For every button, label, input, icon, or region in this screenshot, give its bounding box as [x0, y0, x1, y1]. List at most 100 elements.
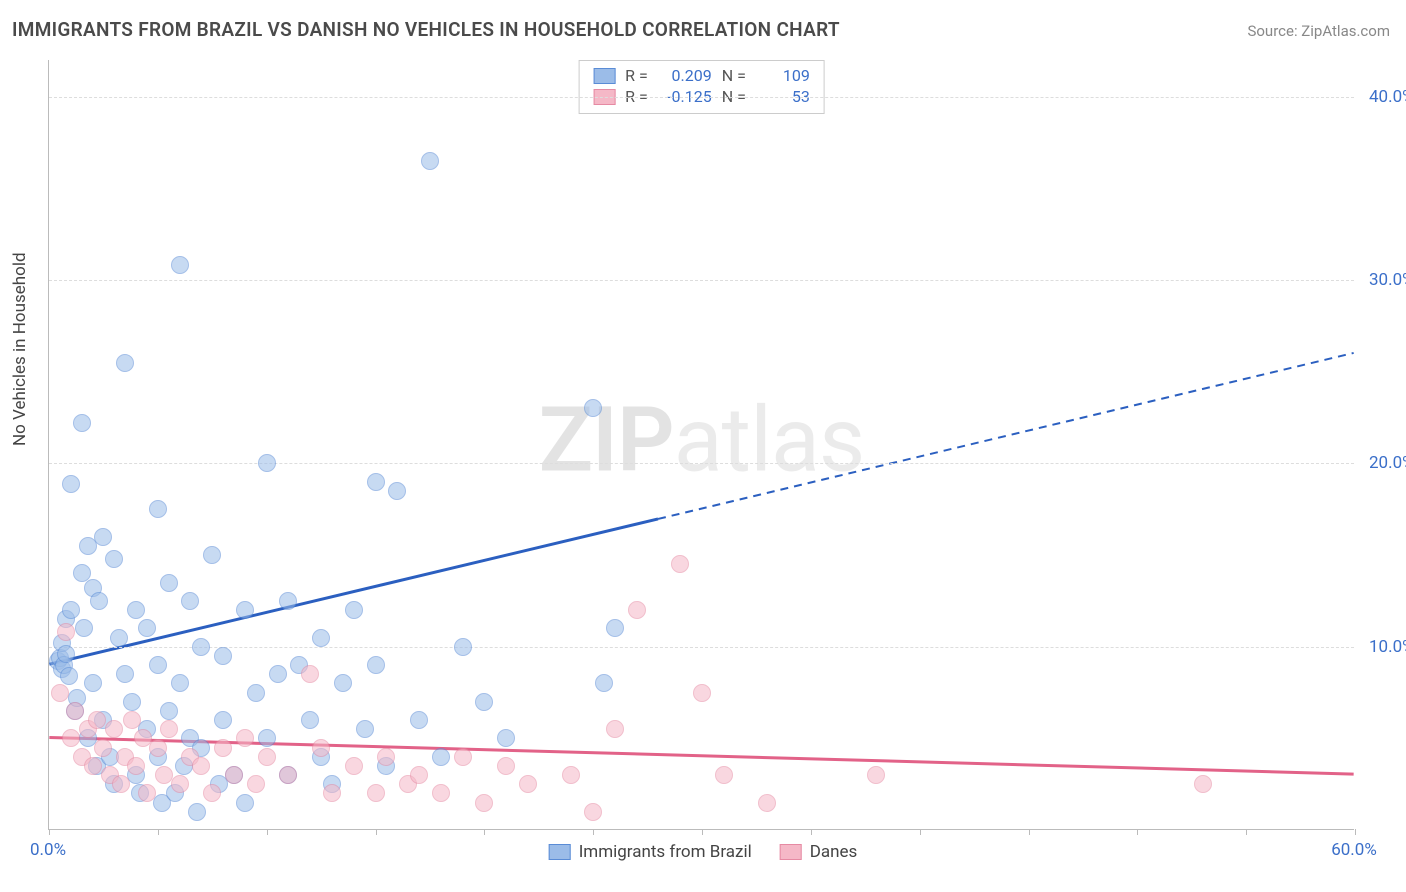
data-point-brazil [149, 500, 167, 518]
chart-title: IMMIGRANTS FROM BRAZIL VS DANISH NO VEHI… [12, 18, 840, 41]
data-point-brazil [90, 592, 108, 610]
data-point-brazil [73, 414, 91, 432]
chart-container: IMMIGRANTS FROM BRAZIL VS DANISH NO VEHI… [0, 0, 1406, 892]
x-tick [1355, 829, 1356, 835]
data-point-danes [88, 711, 106, 729]
watermark-zip: ZIP [539, 387, 674, 492]
gridline-horizontal [49, 463, 1354, 464]
data-point-danes [127, 757, 145, 775]
data-point-brazil [432, 748, 450, 766]
plot-area: ZIPatlas R =0.209N =109R =-0.125N =53 10… [48, 60, 1354, 830]
data-point-brazil [160, 702, 178, 720]
data-point-brazil [110, 629, 128, 647]
data-point-brazil [584, 399, 602, 417]
data-point-danes [62, 729, 80, 747]
data-point-brazil [84, 674, 102, 692]
data-point-danes [192, 757, 210, 775]
data-point-danes [203, 784, 221, 802]
x-tick [811, 829, 812, 835]
data-point-danes [497, 757, 515, 775]
data-point-danes [519, 775, 537, 793]
data-point-danes [57, 623, 75, 641]
legend-stats-row-brazil: R = 0.209 N = 109 [593, 65, 810, 86]
data-point-danes [628, 601, 646, 619]
data-point-danes [112, 775, 130, 793]
data-point-danes [562, 766, 580, 784]
x-tick [49, 829, 50, 835]
data-point-danes [432, 784, 450, 802]
data-point-brazil [188, 803, 206, 821]
data-point-danes [323, 784, 341, 802]
data-point-danes [279, 766, 297, 784]
data-point-brazil [116, 665, 134, 683]
data-point-danes [225, 766, 243, 784]
legend-swatch-brazil [593, 68, 615, 84]
data-point-brazil [606, 619, 624, 637]
data-point-danes [301, 665, 319, 683]
data-point-brazil [312, 629, 330, 647]
data-point-danes [606, 720, 624, 738]
data-point-brazil [60, 667, 78, 685]
x-tick [376, 829, 377, 835]
data-point-brazil [388, 482, 406, 500]
x-tick [920, 829, 921, 835]
data-point-danes [867, 766, 885, 784]
data-point-brazil [269, 665, 287, 683]
gridline-horizontal [49, 647, 1354, 648]
x-tick [593, 829, 594, 835]
data-point-danes [475, 794, 493, 812]
legend-bottom-label: Danes [810, 842, 858, 862]
data-point-danes [715, 766, 733, 784]
data-point-danes [160, 720, 178, 738]
data-point-brazil [475, 693, 493, 711]
legend-bottom-item: Danes [780, 842, 858, 862]
data-point-brazil [236, 601, 254, 619]
data-point-danes [66, 702, 84, 720]
data-point-danes [584, 803, 602, 821]
data-point-brazil [123, 693, 141, 711]
legend-n-label: N = [722, 66, 746, 85]
x-tick-label: 60.0% [1331, 840, 1377, 860]
data-point-danes [758, 794, 776, 812]
data-point-danes [454, 748, 472, 766]
x-tick [1029, 829, 1030, 835]
x-tick [702, 829, 703, 835]
data-point-danes [258, 748, 276, 766]
y-tick-label: 30.0% [1369, 270, 1406, 290]
data-point-danes [693, 684, 711, 702]
data-point-danes [123, 711, 141, 729]
data-point-brazil [171, 674, 189, 692]
legend-r-value-brazil: 0.209 [658, 66, 712, 85]
data-point-danes [105, 720, 123, 738]
legend-bottom: Immigrants from BrazilDanes [549, 842, 858, 862]
x-tick [484, 829, 485, 835]
data-point-brazil [410, 711, 428, 729]
legend-n-value-brazil: 109 [756, 66, 810, 85]
data-point-danes [671, 555, 689, 573]
x-tick [158, 829, 159, 835]
gridline-horizontal [49, 97, 1354, 98]
data-point-brazil [367, 656, 385, 674]
data-point-brazil [149, 656, 167, 674]
data-point-brazil [595, 674, 613, 692]
data-point-brazil [181, 592, 199, 610]
data-point-brazil [171, 256, 189, 274]
y-axis-label: No Vehicles in Household [10, 252, 30, 446]
data-point-brazil [203, 546, 221, 564]
watermark-atlas: atlas [674, 387, 865, 492]
trendlines-layer [49, 60, 1354, 829]
data-point-brazil [279, 592, 297, 610]
data-point-brazil [345, 601, 363, 619]
data-point-danes [410, 766, 428, 784]
data-point-brazil [62, 601, 80, 619]
legend-r-label: R = [625, 66, 648, 85]
trendline-brazil-dashed [658, 353, 1354, 519]
data-point-danes [214, 739, 232, 757]
data-point-brazil [116, 354, 134, 372]
data-point-brazil [105, 550, 123, 568]
x-tick [267, 829, 268, 835]
data-point-danes [345, 757, 363, 775]
data-point-brazil [127, 601, 145, 619]
data-point-brazil [75, 619, 93, 637]
data-point-brazil [192, 638, 210, 656]
